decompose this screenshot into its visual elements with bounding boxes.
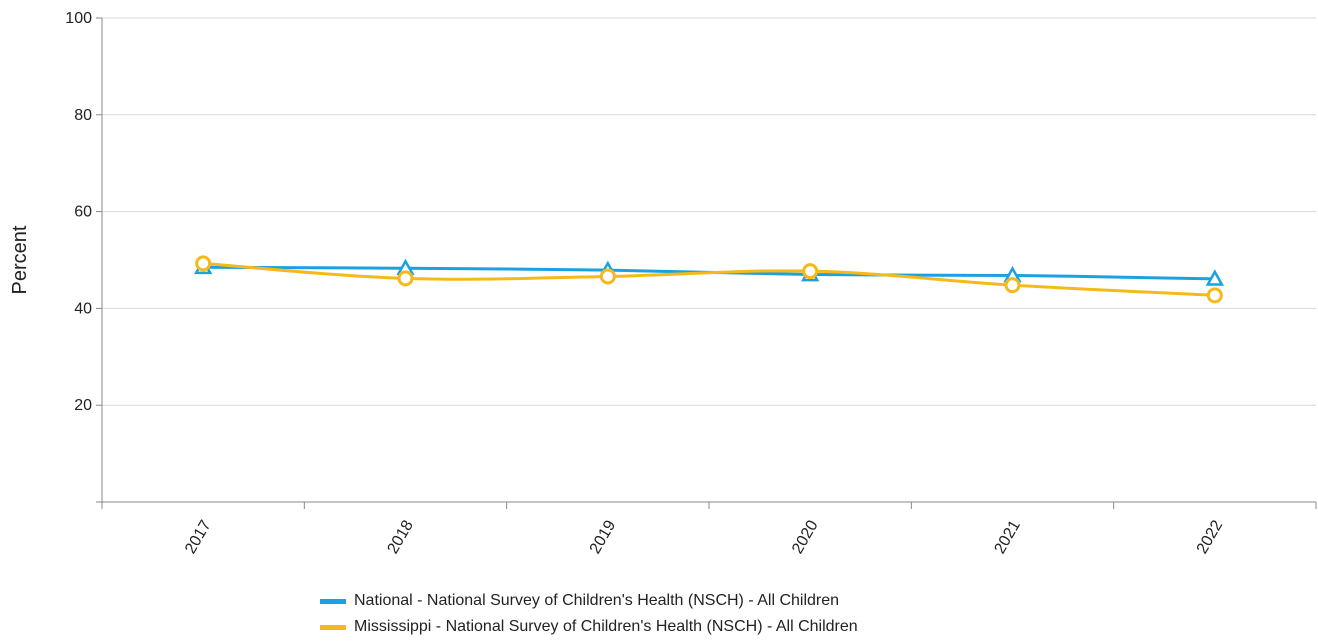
x-tick-label: 2022 bbox=[1194, 517, 1227, 556]
y-tick-label: 80 bbox=[74, 107, 92, 124]
y-tick-label: 100 bbox=[65, 10, 92, 27]
x-tick-label: 2019 bbox=[587, 517, 620, 556]
data-point-mississippi-2018 bbox=[397, 270, 414, 287]
x-tick-label: 2018 bbox=[384, 517, 417, 556]
x-tick-label: 2021 bbox=[991, 517, 1024, 556]
series-line-mississippi bbox=[203, 261, 1215, 297]
y-axis-title: Percent bbox=[9, 225, 31, 294]
legend: National - National Survey of Children's… bbox=[320, 588, 858, 640]
data-point-national-2022 bbox=[1205, 269, 1224, 286]
data-point-mississippi-2019 bbox=[599, 268, 616, 285]
x-tick-label: 2017 bbox=[182, 517, 215, 556]
data-point-mississippi-2022 bbox=[1206, 287, 1223, 304]
data-point-mississippi-2017 bbox=[195, 255, 212, 272]
x-tick-label: 2020 bbox=[789, 517, 822, 556]
grid-lines bbox=[102, 17, 1316, 406]
y-tick-label: 20 bbox=[74, 397, 92, 414]
legend-swatch-national bbox=[320, 598, 346, 604]
legend-label-national: National - National Survey of Children's… bbox=[354, 592, 840, 609]
y-tick-labels: 20 40 60 80 100 bbox=[65, 10, 92, 414]
legend-label-mississippi: Mississippi - National Survey of Childre… bbox=[354, 618, 858, 635]
series-lines bbox=[194, 255, 1224, 304]
legend-item-mississippi[interactable]: Mississippi - National Survey of Childre… bbox=[320, 614, 858, 640]
x-tick-labels: 2017 2018 2019 2020 2021 2022 bbox=[182, 517, 1226, 556]
y-tick-label: 40 bbox=[74, 300, 92, 317]
y-tick-label: 60 bbox=[74, 204, 92, 221]
legend-item-national[interactable]: National - National Survey of Children's… bbox=[320, 588, 858, 614]
line-chart: 20 40 60 80 100 2017 2018 2019 2020 2021 2022 Per… bbox=[9, 10, 1317, 557]
data-point-mississippi-2021 bbox=[1004, 277, 1021, 294]
legend-swatch-mississippi bbox=[320, 624, 346, 630]
data-point-mississippi-2020 bbox=[802, 263, 819, 280]
axes bbox=[96, 17, 1317, 509]
